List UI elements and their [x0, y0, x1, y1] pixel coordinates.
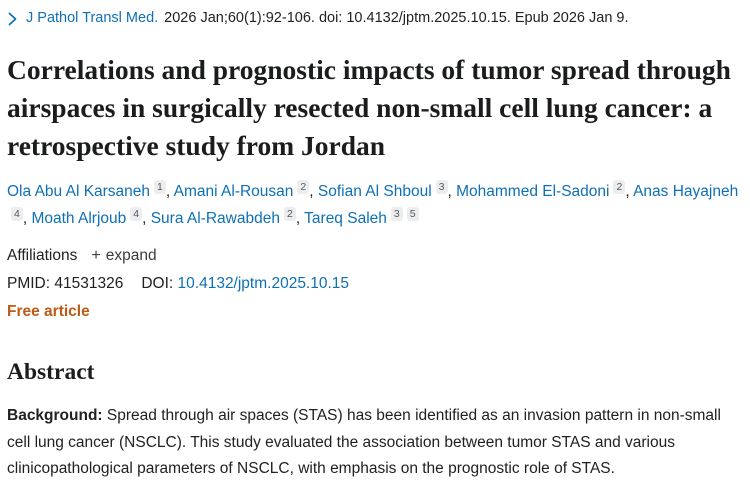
author-link[interactable]: Tareq Saleh	[304, 210, 387, 227]
paragraph-label: Background:	[7, 407, 103, 424]
author-separator: ,	[295, 210, 301, 227]
plus-icon: +	[91, 247, 101, 264]
author-affiliation-sup: 2	[283, 207, 296, 221]
author-item: Ola Abu Al Karsaneh 1,	[7, 180, 174, 200]
author-affiliation-sup: 3	[435, 180, 448, 194]
author-affiliation-sup: 5	[406, 207, 419, 221]
journal-link[interactable]: J Pathol Transl Med.	[26, 10, 159, 26]
doi-link[interactable]: 10.4132/jptm.2025.10.15	[177, 275, 350, 292]
author-separator: ,	[165, 183, 171, 200]
author-link[interactable]: Sofian Al Shboul	[317, 183, 432, 200]
author-item: Amani Al-Rousan 2,	[173, 180, 318, 200]
doi-pair: DOI: 10.4132/jptm.2025.10.15	[141, 275, 349, 293]
authors-list: Ola Abu Al Karsaneh 1, Amani Al-Rousan 2, …	[7, 178, 742, 232]
chevron-right-icon[interactable]	[7, 12, 18, 26]
author-affiliation-sup: 4	[11, 207, 23, 221]
author-item: Sofian Al Shboul 3,	[317, 180, 456, 200]
pmid-pair: PMID: 41531326	[7, 275, 123, 293]
author-separator: ,	[22, 210, 28, 227]
author-item: Sura Al-Rawabdeh 2,	[150, 207, 304, 227]
author-sups: 2	[280, 207, 296, 227]
identifiers-row: PMID: 41531326 DOI: 10.4132/jptm.2025.10…	[7, 275, 742, 293]
author-sups: 1	[150, 180, 166, 200]
author-sups: 2	[609, 180, 626, 200]
author-separator: ,	[447, 183, 452, 200]
author-affiliation-sup: 2	[613, 180, 626, 194]
author-affiliation-sup: 1	[154, 180, 166, 194]
author-item: Moath Alrjoub 4,	[31, 207, 150, 227]
author-link[interactable]: Sura Al-Rawabdeh	[150, 210, 280, 227]
author-affiliation-sup: 3	[390, 207, 403, 221]
author-affiliation-sup: 4	[130, 207, 143, 221]
citation-details: 2026 Jan;60(1):92-106. doi: 10.4132/jptm…	[164, 10, 629, 26]
author-link[interactable]: Moath Alrjoub	[31, 210, 127, 227]
author-link[interactable]: Mohammed El-Sadoni	[456, 183, 610, 200]
author-affiliation-sup: 2	[297, 180, 310, 194]
author-item: Mohammed El-Sadoni 2,	[456, 180, 633, 200]
author-link[interactable]: Anas Hayajneh	[633, 183, 739, 200]
pmid-label: PMID:	[7, 275, 51, 292]
author-item: Tareq Saleh 3 5	[304, 207, 419, 227]
affiliations-label: Affiliations	[7, 247, 78, 264]
author-separator: ,	[142, 210, 147, 227]
citation-bar: J Pathol Transl Med. 2026 Jan;60(1):92-1…	[7, 9, 742, 28]
expand-affiliations-button[interactable]: + expand	[91, 247, 156, 265]
author-link[interactable]: Amani Al-Rousan	[173, 183, 294, 200]
pmid-value: 41531326	[54, 275, 124, 292]
author-sups: 4	[126, 207, 143, 227]
author-item: Anas Hayajneh 4,	[7, 183, 738, 227]
paragraph-text: Spread through air spaces (STAS) has bee…	[7, 407, 721, 477]
author-sups: 2	[293, 180, 310, 200]
free-article-badge: Free article	[7, 303, 90, 320]
abstract-paragraph: Background: Spread through air spaces (S…	[7, 403, 742, 483]
author-link[interactable]: Ola Abu Al Karsaneh	[7, 183, 151, 200]
author-sups: 4	[7, 207, 23, 227]
affiliations-row: Affiliations + expand	[7, 247, 742, 265]
article-title: Correlations and prognostic impacts of t…	[7, 54, 731, 161]
doi-label: DOI:	[141, 275, 174, 292]
author-separator: ,	[309, 183, 314, 200]
expand-label: expand	[105, 247, 157, 264]
abstract-body: Background: Spread through air spaces (S…	[7, 403, 742, 500]
author-sups: 3	[432, 180, 448, 200]
abstract-heading: Abstract	[7, 359, 95, 385]
author-separator: ,	[625, 183, 630, 200]
